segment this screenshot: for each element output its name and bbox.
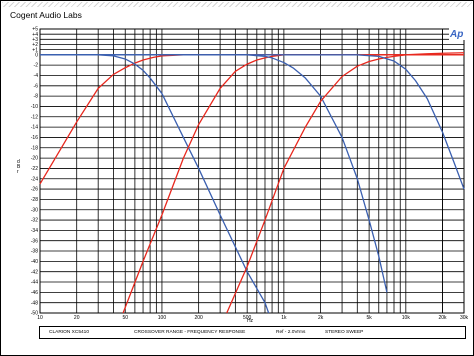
ap-logo-background xyxy=(449,26,467,40)
y-tick-label: -32 xyxy=(31,218,38,224)
y-tick-label: -40 xyxy=(31,259,38,265)
y-tick-label: 0 xyxy=(35,52,38,58)
y-axis-label-char: B xyxy=(17,164,21,170)
y-tick-label: -44 xyxy=(31,280,38,286)
y-tick-label: +1 xyxy=(32,47,38,53)
x-tick-label: 5k xyxy=(366,315,372,321)
y-axis-label-char: d xyxy=(17,159,20,165)
y-tick-label: -46 xyxy=(31,290,38,296)
y-tick-label: -34 xyxy=(31,228,38,234)
brand-title: Cogent Audio Labs xyxy=(10,10,82,20)
y-tick-label: -12 xyxy=(31,114,38,120)
x-tick-label: 2k xyxy=(318,315,324,321)
footer-info-bar: CLARION XC5410 CROSSOVER RANGE - FREQUEN… xyxy=(39,326,466,339)
y-tick-label: +4 xyxy=(32,32,38,38)
x-tick-label: 100 xyxy=(158,315,167,321)
y-axis-label-char: r xyxy=(17,169,19,175)
series-line-6 xyxy=(40,54,465,190)
grid xyxy=(39,28,465,314)
y-tick-label: -8 xyxy=(34,94,39,100)
ap-logo-text: Ap xyxy=(449,29,463,40)
y-tick-label: -22 xyxy=(31,166,38,172)
y-tick-label: -26 xyxy=(31,187,38,193)
footer-sweep: STEREO SWEEP xyxy=(325,330,364,335)
ap-logo: Ap xyxy=(449,26,467,40)
y-tick-label: -16 xyxy=(31,135,38,141)
y-tick-label: -28 xyxy=(31,197,38,203)
y-tick-label: -36 xyxy=(31,238,38,244)
y-tick-label: -10 xyxy=(31,104,38,110)
x-tick-label: 500 xyxy=(243,315,252,321)
tick-labels: +5+4+3+2+10 -2 -4 -6 -8 -10 -12 -14 -16 -18 -20 -22… xyxy=(31,27,469,321)
y-tick-label: -4 xyxy=(34,73,39,79)
x-axis-label: Hz xyxy=(247,318,254,324)
y-tick-label: -30 xyxy=(31,207,38,213)
y-tick-label: -2 xyxy=(34,63,39,69)
y-tick-label: -50 xyxy=(31,311,38,317)
y-tick-label: +5 xyxy=(32,27,38,33)
series-line-4 xyxy=(40,54,388,293)
x-tick-label: 20k xyxy=(438,315,447,321)
x-tick-label: 200 xyxy=(194,315,203,321)
x-tick-label: 10k xyxy=(402,315,411,321)
x-tick-label: 10 xyxy=(37,315,43,321)
x-tick-label: 1k xyxy=(281,315,287,321)
footer-reference: Ref - 2.0Vrms xyxy=(276,330,306,335)
top-hatch-band xyxy=(2,2,472,7)
series-group xyxy=(39,52,465,314)
y-tick-label: -42 xyxy=(31,269,38,275)
y-tick-label: -18 xyxy=(31,145,38,151)
y-tick-label: -20 xyxy=(31,156,38,162)
y-tick-label: -24 xyxy=(31,176,38,182)
x-tick-label: 30k xyxy=(460,315,469,321)
y-tick-label: -38 xyxy=(31,249,38,255)
x-tick-label: 20 xyxy=(74,315,80,321)
y-tick-label: +2 xyxy=(32,42,38,48)
footer-title: CROSSOVER RANGE - FREQUENCY RESPONSE xyxy=(134,330,246,335)
y-tick-label: -48 xyxy=(31,300,38,306)
footer-model: CLARION XC5410 xyxy=(49,330,89,335)
series-line-5 xyxy=(226,52,465,314)
y-tick-label: -14 xyxy=(31,125,38,131)
y-tick-label: +3 xyxy=(32,37,38,43)
y-tick-label: -6 xyxy=(34,83,39,89)
x-tick-label: 50 xyxy=(122,315,128,321)
